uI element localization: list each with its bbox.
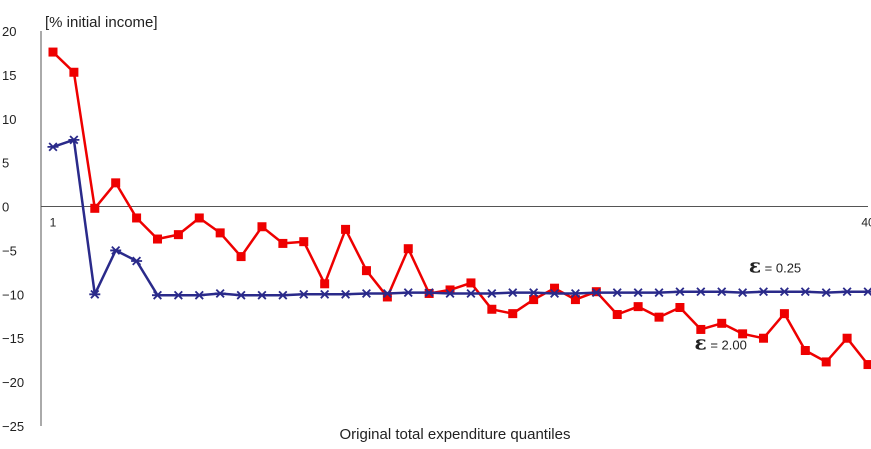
- series-line-red: [53, 52, 868, 365]
- data-point-red: [299, 237, 308, 246]
- data-point-blue: [674, 288, 685, 296]
- data-point-red: [341, 225, 350, 234]
- data-point-blue: [654, 289, 665, 297]
- data-point-blue: [340, 290, 351, 298]
- annotation-value: = 2.00: [707, 338, 747, 353]
- data-point-red: [822, 357, 831, 366]
- data-point-red: [843, 334, 852, 343]
- data-point-blue: [256, 291, 267, 299]
- data-point-blue: [800, 288, 811, 296]
- data-point-red: [111, 178, 120, 187]
- series-line-blue: [53, 140, 868, 295]
- data-point-red: [487, 305, 496, 314]
- y-tick-label: 5: [2, 156, 9, 171]
- tick-labels: 20 15 10 5 0 −5 −10 −15 −20 −25 1 40: [2, 24, 871, 434]
- axes: [41, 31, 868, 426]
- data-point-red: [90, 204, 99, 213]
- data-point-red: [508, 309, 517, 318]
- data-point-blue: [863, 288, 871, 296]
- data-point-blue: [194, 291, 205, 299]
- epsilon-symbol: ε: [749, 253, 761, 277]
- data-point-blue: [152, 291, 163, 299]
- data-point-red: [362, 266, 371, 275]
- data-point-blue: [486, 290, 497, 298]
- y-tick-label: 20: [2, 24, 16, 39]
- data-point-blue: [695, 288, 706, 296]
- data-point-blue: [821, 289, 832, 297]
- data-point-red: [216, 228, 225, 237]
- y-tick-label: −25: [2, 419, 24, 434]
- data-point-blue: [842, 288, 853, 296]
- data-point-red: [237, 252, 246, 261]
- data-point-blue: [48, 143, 59, 151]
- data-point-blue: [131, 257, 142, 265]
- annotations: ε = 0.25ε = 2.00: [695, 253, 802, 354]
- y-tick-label: −20: [2, 375, 24, 390]
- data-point-blue: [758, 288, 769, 296]
- data-point-red: [634, 302, 643, 311]
- data-point-red: [801, 346, 810, 355]
- data-point-red: [404, 244, 413, 253]
- series: [48, 48, 871, 369]
- data-point-red: [864, 360, 871, 369]
- data-point-red: [153, 235, 162, 244]
- y-tick-label: −5: [2, 243, 17, 258]
- data-point-blue: [319, 290, 330, 298]
- data-point-red: [655, 313, 664, 322]
- data-point-red: [132, 213, 141, 222]
- series-red: [49, 48, 871, 369]
- data-point-red: [613, 310, 622, 319]
- data-point-blue: [298, 290, 309, 298]
- annotation-value: = 0.25: [761, 260, 801, 275]
- epsilon-symbol: ε: [695, 331, 707, 355]
- data-point-red: [174, 230, 183, 239]
- data-point-red: [69, 68, 78, 77]
- series-blue: [48, 136, 871, 299]
- data-point-blue: [507, 289, 518, 297]
- y-tick-label: −10: [2, 287, 24, 302]
- y-tick-label: 0: [2, 200, 9, 215]
- data-point-red: [717, 319, 726, 328]
- data-point-blue: [403, 289, 414, 297]
- data-point-red: [195, 213, 204, 222]
- data-point-red: [257, 222, 266, 231]
- data-point-red: [759, 334, 768, 343]
- x-tick-label: 40: [861, 216, 871, 230]
- data-point-red: [780, 309, 789, 318]
- annotation-blue: ε = 0.25: [749, 253, 801, 277]
- data-point-blue: [779, 288, 790, 296]
- data-point-blue: [361, 290, 372, 298]
- data-point-blue: [465, 290, 476, 298]
- x-tick-label: 1: [50, 216, 57, 230]
- y-tick-label: −15: [2, 331, 24, 346]
- data-point-red: [49, 48, 58, 57]
- data-point-red: [278, 239, 287, 248]
- data-point-blue: [236, 291, 247, 299]
- y-tick-label: 15: [2, 68, 16, 83]
- data-point-blue: [612, 289, 623, 297]
- data-point-red: [466, 278, 475, 287]
- data-point-blue: [215, 290, 226, 298]
- data-point-blue: [633, 289, 644, 297]
- data-point-blue: [173, 291, 184, 299]
- data-point-red: [675, 303, 684, 312]
- data-point-red: [320, 279, 329, 288]
- y-axis-label: [% initial income]: [45, 14, 158, 31]
- data-point-blue: [737, 289, 748, 297]
- x-axis-label: Original total expenditure quantiles: [340, 426, 571, 443]
- data-point-blue: [277, 291, 288, 299]
- y-tick-label: 10: [2, 112, 16, 127]
- data-point-blue: [716, 288, 727, 296]
